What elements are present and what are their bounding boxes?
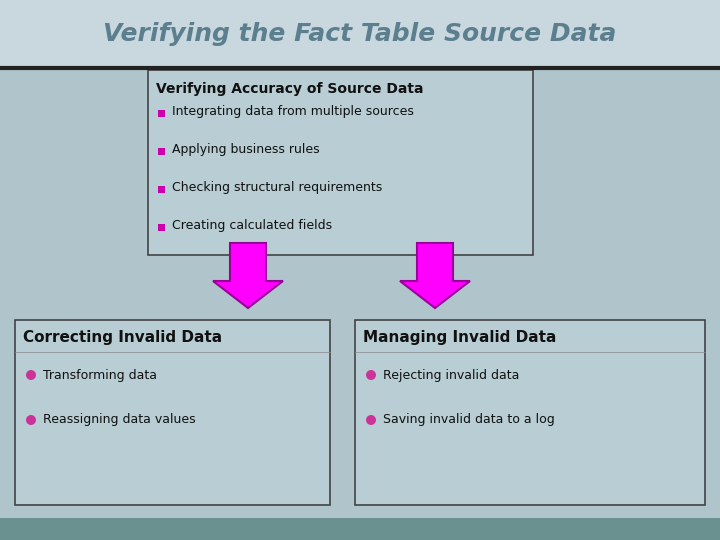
Bar [158,186,165,193]
Text: Integrating data from multiple sources: Integrating data from multiple sources [172,105,414,118]
Circle shape [366,370,376,380]
FancyBboxPatch shape [148,70,533,255]
Text: Verifying Accuracy of Source Data: Verifying Accuracy of Source Data [156,82,423,96]
Text: Applying business rules: Applying business rules [172,144,320,157]
FancyBboxPatch shape [0,518,720,540]
Polygon shape [213,243,283,308]
Text: Creating calculated fields: Creating calculated fields [172,219,332,233]
Text: Checking structural requirements: Checking structural requirements [172,181,382,194]
FancyBboxPatch shape [355,320,705,505]
Text: Verifying the Fact Table Source Data: Verifying the Fact Table Source Data [103,22,617,46]
Bar [158,110,165,117]
Bar [158,148,165,155]
Polygon shape [400,243,470,308]
Text: Managing Invalid Data: Managing Invalid Data [363,330,557,345]
FancyBboxPatch shape [15,320,330,505]
Text: Saving invalid data to a log: Saving invalid data to a log [383,414,554,427]
Text: Correcting Invalid Data: Correcting Invalid Data [23,330,222,345]
Circle shape [26,415,36,425]
Bar [158,224,165,231]
Text: Reassigning data values: Reassigning data values [43,414,196,427]
Text: Rejecting invalid data: Rejecting invalid data [383,368,519,381]
Circle shape [26,370,36,380]
Text: Transforming data: Transforming data [43,368,157,381]
FancyBboxPatch shape [0,0,720,68]
Circle shape [366,415,376,425]
